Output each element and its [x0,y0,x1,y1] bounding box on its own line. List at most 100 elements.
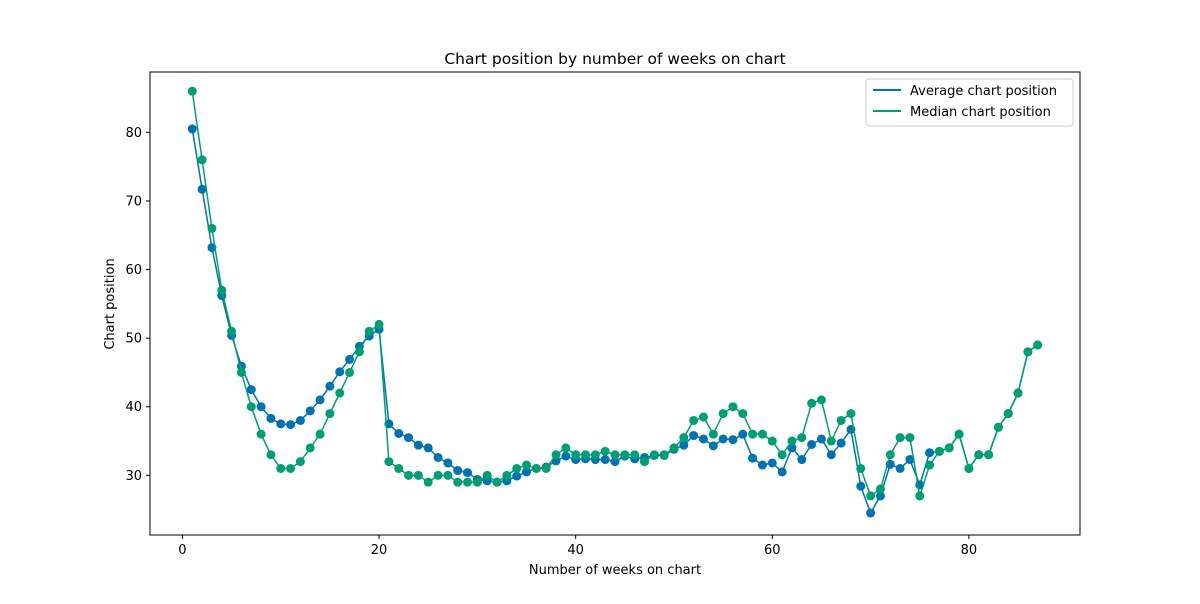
data-point-median [590,450,600,460]
data-point-median [453,477,463,487]
data-point-median [875,484,885,494]
data-point-median [639,457,649,467]
data-point-average [738,429,748,439]
data-point-median [551,450,561,460]
data-point-median [915,491,925,501]
data-point-average [443,458,453,468]
data-point-median [856,463,866,473]
data-point-average [522,467,532,477]
data-point-average [512,471,522,481]
data-point-median [669,443,679,453]
data-point-average [679,440,689,450]
data-point-average [836,438,846,448]
x-axis-label: Number of weeks on chart [529,563,701,578]
data-point-average [276,419,286,429]
data-point-average [256,402,266,412]
data-point-average [315,395,325,405]
data-point-median [187,86,197,96]
data-point-median [276,463,286,473]
data-point-average [767,458,777,468]
data-point-average [777,467,787,477]
data-point-median [610,450,620,460]
legend-label-median: Median chart position [910,105,1051,120]
data-point-median [944,443,954,453]
data-point-median [866,491,876,501]
data-point-median [885,450,895,460]
data-point-median [482,470,492,480]
data-point-median [325,409,335,419]
data-point-median [305,443,315,453]
data-point-median [463,477,473,487]
data-point-median [620,450,630,460]
legend-label-average: Average chart position [910,84,1057,99]
data-point-median [934,446,944,456]
data-point-average [197,184,207,194]
data-point-median [227,326,237,336]
data-point-median [286,463,296,473]
data-point-median [266,450,276,460]
data-point-average [787,443,797,453]
data-point-median [394,463,404,473]
data-point-median [256,429,266,439]
data-point-average [600,455,610,465]
data-point-median [698,412,708,422]
data-point-average [463,468,473,478]
x-tick-label: 80 [961,543,978,558]
data-point-average [404,433,414,443]
data-point-median [984,450,994,460]
data-point-average [925,448,935,458]
data-point-median [315,429,325,439]
data-point-median [531,463,541,473]
legend: Average chart position Median chart posi… [865,78,1074,127]
y-axis-ticks: 30 40 50 60 70 80 [125,126,150,484]
data-point-median [295,457,305,467]
y-axis-label: Chart position [103,258,118,349]
y-tick-label: 60 [125,263,142,278]
data-point-median [522,460,532,470]
y-tick-label: 40 [125,400,142,415]
data-point-median [404,470,414,480]
data-point-average [561,451,571,461]
data-point-median [964,463,974,473]
data-point-median [836,415,846,425]
y-tick-label: 70 [125,194,142,209]
data-point-average [748,453,758,463]
x-tick-label: 0 [178,543,186,558]
data-point-average [610,457,620,467]
data-point-average [718,434,728,444]
data-point-average [856,481,866,491]
data-point-median [217,285,227,295]
data-point-average [728,435,738,445]
data-point-median [512,463,522,473]
data-point-average [875,491,885,501]
data-point-median [846,409,856,419]
data-point-median [364,326,374,336]
data-point-median [767,436,777,446]
data-point-median [1013,388,1023,398]
data-point-average [708,441,718,451]
data-point-average [345,354,355,364]
data-point-average [826,450,836,460]
data-point-median [502,470,512,480]
data-point-median [895,433,905,443]
data-point-average [423,443,433,453]
data-point-median [649,450,659,460]
data-point-median [797,433,807,443]
data-point-median [816,395,826,405]
data-point-median [423,477,433,487]
data-point-median [748,429,758,439]
data-point-median [443,470,453,480]
data-point-median [472,477,482,487]
data-point-median [993,422,1003,432]
data-point-average [325,381,335,391]
data-point-median [708,429,718,439]
data-point-average [797,455,807,465]
data-point-median [374,319,384,329]
data-point-average [433,452,443,462]
data-point-average [413,440,423,450]
data-point-median [974,450,984,460]
data-point-median [197,155,207,165]
data-point-median [738,409,748,419]
